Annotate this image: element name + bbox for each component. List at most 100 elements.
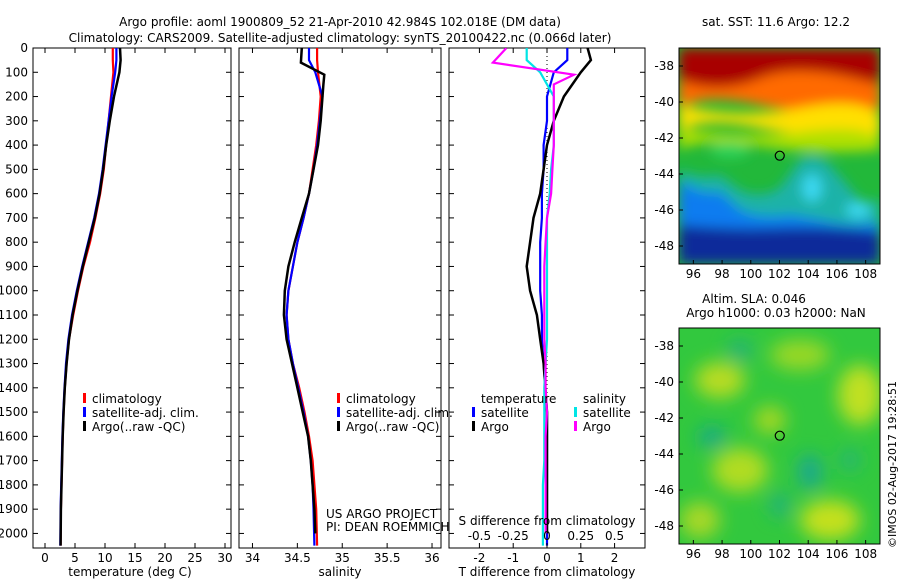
x-tick-label: 10 xyxy=(97,551,112,565)
x-tick-label: 1 xyxy=(577,551,585,565)
x-tick-label: 35.5 xyxy=(374,551,401,565)
x-tick-label: 15 xyxy=(127,551,142,565)
legend-label: satellite-adj. clim. xyxy=(92,406,199,420)
map-x-tick-label: 98 xyxy=(714,267,729,281)
depth-tick-label: 1500 xyxy=(0,405,28,419)
series-line-temperature-argo xyxy=(525,48,593,534)
x-tick-label: -1 xyxy=(507,551,519,565)
depth-tick-label: 700 xyxy=(5,211,28,225)
s-diff-tick-label: 0.5 xyxy=(605,529,624,543)
depth-tick-label: 200 xyxy=(5,90,28,104)
depth-tick-label: 900 xyxy=(5,259,28,273)
map-y-tick-label: -40 xyxy=(654,375,674,389)
legend-swatch-magenta xyxy=(574,421,577,431)
depth-tick-label: 1600 xyxy=(0,429,28,443)
legend-swatch-red xyxy=(337,393,340,403)
map-x-tick-label: 104 xyxy=(797,547,820,561)
s-diff-tick-label: -0.5 xyxy=(468,529,491,543)
legend-label: satellite-adj. clim. xyxy=(346,406,453,420)
depth-tick-label: 500 xyxy=(5,162,28,176)
legend-swatch-black xyxy=(337,421,340,431)
legend-label: climatology xyxy=(346,392,416,406)
s-diff-tick-label: 0.25 xyxy=(567,529,594,543)
x-tick-label: 30 xyxy=(217,551,232,565)
series-line-satellite-adj-clim- xyxy=(285,48,324,546)
map-y-tick-label: -48 xyxy=(654,239,674,253)
argo-location-marker xyxy=(774,430,785,441)
x-tick-label: 20 xyxy=(157,551,172,565)
depth-tick-label: 1700 xyxy=(0,454,28,468)
depth-tick-label: 300 xyxy=(5,114,28,128)
diff-legend-title-temp: temperature xyxy=(481,392,557,406)
sal-legend-2: satellite-adj. clim. xyxy=(337,406,453,420)
diff-legend-sal-argo: Argo xyxy=(574,420,611,434)
legend-label: Argo(..raw -QC) xyxy=(92,420,186,434)
map-y-tick-label: -38 xyxy=(654,339,674,353)
sal-legend-3: Argo(..raw -QC) xyxy=(337,420,439,434)
depth-tick-label: 1200 xyxy=(0,332,28,346)
map-x-tick-label: 106 xyxy=(825,547,848,561)
x-tick-label: 25 xyxy=(187,551,202,565)
depth-tick-label: 2000 xyxy=(0,526,28,540)
map-x-tick-label: 102 xyxy=(768,547,791,561)
depth-tick-label: 1100 xyxy=(0,308,28,322)
diff-legend-temp-argo: Argo xyxy=(472,420,509,434)
x-tick-label: 34 xyxy=(245,551,260,565)
depth-tick-label: 100 xyxy=(5,65,28,79)
temp-legend-1: climatology xyxy=(83,392,162,406)
map-x-tick-label: 96 xyxy=(686,267,701,281)
map-y-tick-label: -44 xyxy=(654,447,674,461)
x-tick-label: 34.5 xyxy=(284,551,311,565)
map-y-tick-label: -42 xyxy=(654,131,674,145)
depth-tick-label: 600 xyxy=(5,187,28,201)
series-line-salinity-argo xyxy=(490,48,578,534)
map-y-tick-label: -42 xyxy=(654,411,674,425)
series-line-argo xyxy=(59,48,122,546)
map-y-tick-label: -40 xyxy=(654,95,674,109)
header-line-1: Argo profile: aoml 1900809_52 21-Apr-201… xyxy=(119,15,561,29)
temp-legend-2: satellite-adj. clim. xyxy=(83,406,199,420)
series-line-climatology xyxy=(59,48,115,546)
t-difference-label: T difference from climatology xyxy=(458,565,636,579)
salinity-axes-frame xyxy=(238,47,442,549)
legend-swatch-cyan xyxy=(574,407,577,417)
map-y-tick-label: -48 xyxy=(654,519,674,533)
legend-swatch-red xyxy=(83,393,86,403)
header-line-2: Climatology: CARS2009. Satellite-adjuste… xyxy=(68,31,612,45)
map-x-tick-label: 104 xyxy=(797,267,820,281)
map-y-tick-label: -46 xyxy=(654,203,674,217)
legend-swatch-blue xyxy=(337,407,340,417)
map-y-tick-label: -46 xyxy=(654,483,674,497)
sal-legend-1: climatology xyxy=(337,392,416,406)
project-line-1: US ARGO PROJECT xyxy=(326,507,438,521)
map-x-tick-label: 100 xyxy=(739,267,762,281)
x-tick-label: 35 xyxy=(335,551,350,565)
series-line-satellite-adj-clim- xyxy=(59,48,118,546)
x-tick-label: -2 xyxy=(473,551,485,565)
x-tick-label: 0 xyxy=(41,551,49,565)
legend-label: Argo xyxy=(583,420,611,434)
diff-legend-sal-sat: satellite xyxy=(574,406,631,420)
legend-label: Argo(..raw -QC) xyxy=(346,420,440,434)
s-diff-tick-label: 0 xyxy=(543,529,551,543)
legend-label: satellite xyxy=(583,406,631,420)
series-line-climatology xyxy=(285,48,322,546)
depth-tick-label: 400 xyxy=(5,138,28,152)
depth-tick-label: 1800 xyxy=(0,478,28,492)
x-tick-label: 5 xyxy=(71,551,79,565)
legend-swatch-black xyxy=(83,421,86,431)
sst-map-title: sat. SST: 11.6 Argo: 12.2 xyxy=(701,15,851,29)
x-tick-label: 2 xyxy=(611,551,619,565)
s-difference-label: S difference from climatology xyxy=(458,514,636,528)
depth-tick-label: 1900 xyxy=(0,502,28,516)
salinity-xlabel: salinity xyxy=(318,565,362,579)
map-y-tick-label: -44 xyxy=(654,167,674,181)
temp-legend-3: Argo(..raw -QC) xyxy=(83,420,185,434)
diff-legend-temp-sat: satellite xyxy=(472,406,529,420)
depth-tick-label: 800 xyxy=(5,235,28,249)
legend-swatch-black xyxy=(472,421,475,431)
legend-label: climatology xyxy=(92,392,162,406)
map-x-tick-label: 106 xyxy=(825,267,848,281)
depth-tick-label: 0 xyxy=(20,41,28,55)
sla-map-title-2: Argo h1000: 0.03 h2000: NaN xyxy=(686,306,866,320)
